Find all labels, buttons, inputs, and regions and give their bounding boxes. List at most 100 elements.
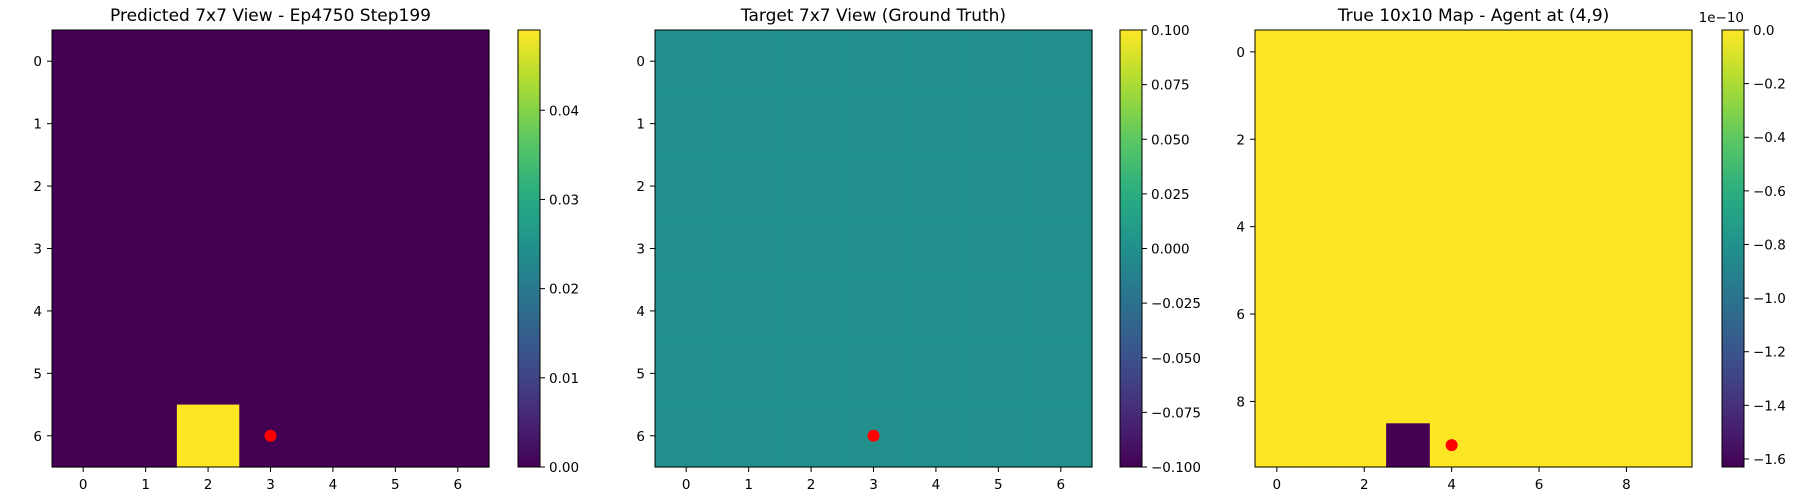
panel3-colorbar	[1721, 29, 1745, 468]
panel2-colorbar-tick-label-4: 0.000	[1151, 242, 1190, 258]
panel3-cell-r2-c9	[1648, 117, 1693, 162]
panel2-ytick-label-3: 3	[636, 242, 645, 258]
panel2-agent-marker	[867, 429, 880, 442]
panel3-cell-r3-c8	[1604, 161, 1649, 206]
panel3-cell-r7-c9	[1648, 335, 1693, 381]
panel1-cell-r3-c0	[52, 217, 116, 281]
panel2-colorbar	[1119, 29, 1143, 468]
panel2-cell-r0-c2	[779, 30, 843, 94]
panel2-cell-r4-c6	[1029, 279, 1093, 343]
panel3-cell-r9-c5	[1473, 423, 1518, 468]
panel3-cell-r4-c4	[1429, 204, 1475, 250]
panel1-cell-r3-c4	[301, 217, 365, 281]
panel3-cell-r3-c0	[1255, 161, 1300, 206]
panel1-cell-r0-c2	[176, 30, 240, 94]
panel3-cell-r0-c7	[1560, 30, 1606, 75]
panel1-cell-r4-c4	[301, 279, 365, 343]
panel2-cell-r2-c1	[717, 154, 781, 218]
panel1-colorbar-tick-label-0: 0.00	[549, 460, 579, 476]
panel2-colorbar-tick-label-6: 0.050	[1151, 132, 1190, 148]
panel1-colorbar-tick-label-1: 0.01	[549, 371, 579, 387]
panel2-cell-r5-c0	[655, 342, 719, 406]
panel3-agent-marker	[1445, 439, 1458, 452]
panel2-cell-r4-c5	[967, 279, 1031, 343]
panel1-cell-r5-c0	[52, 342, 116, 406]
panel1-ytick-label-3: 3	[33, 242, 42, 258]
panel1-xtick-label-5: 5	[391, 477, 400, 493]
panel3-colorbar-tick-label-6: −0.4	[1753, 130, 1786, 146]
panel2-cell-r3-c1	[717, 217, 781, 281]
panel3-cell-r6-c0	[1255, 292, 1300, 337]
panel1-cell-r5-c2	[176, 342, 240, 406]
panel3-cell-r7-c3	[1386, 335, 1431, 381]
panel1-ytick-label-2: 2	[33, 179, 42, 195]
panel2-cell-r2-c2	[779, 154, 843, 218]
panel3-cell-r7-c1	[1298, 335, 1343, 381]
panel3-cell-r4-c0	[1255, 204, 1300, 250]
panel3-cell-r6-c2	[1342, 292, 1387, 337]
panel3-cell-r1-c6	[1517, 73, 1562, 118]
panel3-cell-r8-c2	[1342, 379, 1387, 424]
panel1-cell-r0-c6	[426, 30, 490, 94]
panel3-cell-r7-c5	[1473, 335, 1518, 381]
panel1-cell-r1-c2	[176, 92, 240, 156]
panel3-cell-r6-c4	[1429, 292, 1475, 337]
panel1-colorbar-tick-label-2: 0.02	[549, 282, 579, 298]
panel3-cell-r5-c6	[1517, 248, 1562, 293]
panel2-ytick-label-1: 1	[636, 117, 645, 133]
panel1-cell-r6-c4	[301, 404, 365, 468]
panel3-cell-r2-c5	[1473, 117, 1518, 162]
panel3-cell-r8-c3	[1386, 379, 1431, 424]
panel1-cell-r6-c6	[426, 404, 490, 468]
panel1-cell-r3-c2	[176, 217, 240, 281]
panel3-cell-r5-c2	[1342, 248, 1387, 293]
panel1-ytick-label-0: 0	[33, 54, 42, 70]
panel1-agent-marker	[264, 429, 277, 442]
panel3-cell-r5-c1	[1298, 248, 1343, 293]
panel3-xtick-label-4: 4	[1447, 477, 1456, 493]
panel2-cell-r0-c6	[1029, 30, 1093, 94]
panel2-cell-r0-c4	[904, 30, 968, 94]
panel2-colorbar-tick-label-2: −0.050	[1151, 351, 1201, 367]
panel1-title: Predicted 7x7 View - Ep4750 Step199	[110, 6, 431, 26]
panel3-cell-r2-c2	[1342, 117, 1387, 162]
panel2-cell-r4-c4	[904, 279, 968, 343]
panel2-cell-r5-c3	[842, 342, 906, 406]
panel3-ytick-label-6: 6	[1236, 307, 1245, 323]
panel2-cell-r6-c5	[967, 404, 1031, 468]
panel2-cell-r4-c3	[842, 279, 906, 343]
panel3-cell-r6-c9	[1648, 292, 1693, 337]
panel1-ytick-label-6: 6	[33, 429, 42, 445]
panel3-cell-r0-c1	[1298, 30, 1343, 75]
panel3-cell-r1-c9	[1648, 73, 1693, 118]
panel2-xtick-label-3: 3	[869, 477, 878, 493]
panel3-cell-r9-c0	[1255, 423, 1300, 468]
panel2-cell-r4-c0	[655, 279, 719, 343]
panel3-cell-r1-c3	[1386, 73, 1431, 118]
panel3-cell-r0-c0	[1255, 30, 1300, 75]
panel3-cell-r1-c2	[1342, 73, 1387, 118]
panel2-xtick-label-6: 6	[1056, 477, 1065, 493]
panel3-cell-r8-c9	[1648, 379, 1693, 424]
panel3-ytick-label-4: 4	[1236, 220, 1245, 236]
panel2-cell-r2-c6	[1029, 154, 1093, 218]
panel1-cell-r6-c5	[364, 404, 428, 468]
panel3-cell-r6-c5	[1473, 292, 1518, 337]
panel1-cell-r1-c6	[426, 92, 490, 156]
panel3-cell-r8-c1	[1298, 379, 1343, 424]
panel3-cell-r3-c5	[1473, 161, 1518, 206]
panel3-cell-r0-c6	[1517, 30, 1562, 75]
panel2-cell-r6-c2	[779, 404, 843, 468]
panel1-cell-r5-c4	[301, 342, 365, 406]
panel3-ytick-label-8: 8	[1236, 394, 1245, 410]
panel3-xtick-label-6: 6	[1535, 477, 1544, 493]
panel3-heatmap	[1255, 30, 1693, 468]
panel3-cell-r3-c9	[1648, 161, 1693, 206]
panel3-cell-r0-c4	[1429, 30, 1475, 75]
panel1-xtick-label-0: 0	[79, 477, 88, 493]
panel1-xtick-label-2: 2	[204, 477, 213, 493]
panel1-cell-r0-c3	[239, 30, 303, 94]
panel3-cell-r8-c0	[1255, 379, 1300, 424]
panel3-cell-r7-c7	[1560, 335, 1606, 381]
panel3-cell-r0-c5	[1473, 30, 1518, 75]
